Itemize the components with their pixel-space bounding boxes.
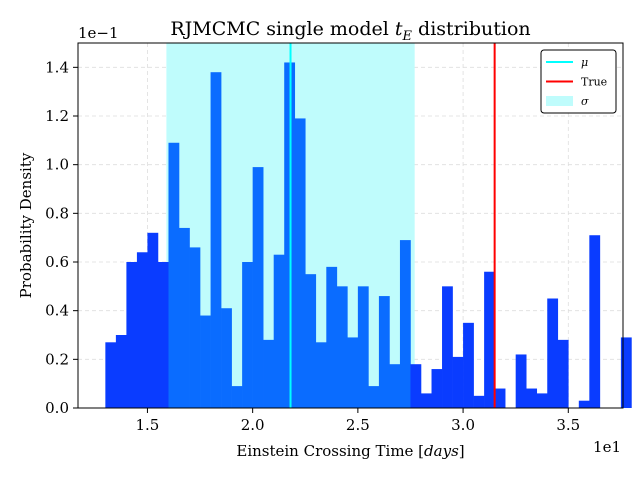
x-axis-title: Einstein Crossing Time [days] [236, 442, 464, 460]
x-tick-label: 3.5 [556, 416, 580, 434]
histogram-bar [294, 118, 306, 408]
histogram-bar [126, 262, 138, 408]
histogram-bar [494, 388, 506, 408]
histogram-bar [231, 386, 243, 408]
histogram-bar [147, 232, 159, 408]
histogram-bar [168, 142, 180, 408]
chart-title: RJMCMC single model tE distribution [170, 18, 530, 44]
histogram-bar [347, 337, 359, 408]
y-tick-label: 0.0 [45, 399, 69, 417]
x-tick-label: 1.5 [136, 416, 160, 434]
ticks-layer: 1.5 2.0 2.5 3.0 3.5 0.0 0.2 0.4 0.6 0.8 1.0 1.2 1.4 [45, 58, 580, 434]
histogram-bar [620, 337, 632, 408]
y-tick-label: 0.2 [45, 350, 69, 368]
reference-lines-layer [289, 43, 496, 408]
histogram-bar [136, 252, 148, 408]
histogram-bar [378, 296, 390, 408]
histogram-bar [305, 274, 317, 408]
histogram-bar [115, 335, 127, 408]
histogram-bar [578, 400, 590, 408]
histogram-bar [473, 395, 485, 408]
y-tick-label: 0.6 [45, 253, 69, 271]
legend-swatch [546, 96, 573, 106]
y-axis-title: Probability Density [17, 152, 35, 298]
histogram-bar [315, 342, 327, 408]
y-tick-label: 1.4 [45, 58, 69, 76]
x-tick-label: 3.0 [451, 416, 475, 434]
histogram-bar [179, 227, 190, 408]
legend-label: μ [581, 56, 588, 69]
histogram-bar [242, 262, 253, 408]
x-tick-label: 2.5 [346, 416, 370, 434]
y-tick-label: 0.4 [45, 302, 69, 320]
histogram-bar [200, 315, 211, 408]
histogram-bar [157, 262, 169, 408]
x-tick-label: 2.0 [241, 416, 265, 434]
histogram-bar [589, 235, 601, 408]
plot-frame [77, 42, 624, 409]
histogram-bar [452, 356, 464, 408]
histogram-bar [410, 364, 422, 408]
legend-label: True [581, 76, 607, 89]
histogram-bar [442, 286, 453, 408]
bars-layer [105, 62, 632, 408]
histogram-bar [420, 393, 432, 408]
histogram-bar [484, 271, 495, 408]
histogram-bar [273, 254, 285, 408]
y-axis-offset-text: 1e−1 [78, 24, 119, 42]
x-axis-offset-text: 1e1 [593, 438, 621, 456]
histogram-bar [210, 72, 222, 408]
histogram-bar [368, 386, 380, 408]
legend-label: σ [581, 95, 589, 108]
histogram-bar [536, 393, 548, 408]
histogram-bar [252, 167, 264, 408]
histogram-bar [526, 388, 538, 408]
histogram-bar [399, 240, 411, 408]
histogram-bar [189, 247, 201, 408]
histogram-bar [263, 339, 274, 408]
histogram-bar [336, 286, 348, 408]
histogram-bar [389, 364, 401, 408]
histogram-bar [431, 369, 443, 408]
histogram-bar [547, 298, 559, 408]
histogram-bar [221, 308, 232, 408]
histogram-bar [515, 354, 527, 408]
histogram-bar [326, 266, 338, 408]
y-tick-label: 0.8 [45, 204, 69, 222]
histogram-bar [557, 339, 569, 408]
histogram-bar [105, 342, 117, 408]
histogram-bar [463, 322, 474, 408]
histogram-bar [357, 286, 369, 408]
legend: μ True σ [540, 49, 617, 114]
y-tick-label: 1.2 [45, 107, 69, 125]
y-tick-label: 1.0 [45, 156, 69, 174]
